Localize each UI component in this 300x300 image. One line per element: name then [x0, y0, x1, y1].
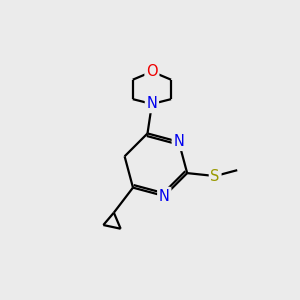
Text: S: S [211, 169, 220, 184]
Text: N: N [146, 97, 158, 112]
Text: O: O [146, 64, 158, 79]
Text: N: N [159, 188, 170, 203]
Text: N: N [173, 134, 184, 149]
